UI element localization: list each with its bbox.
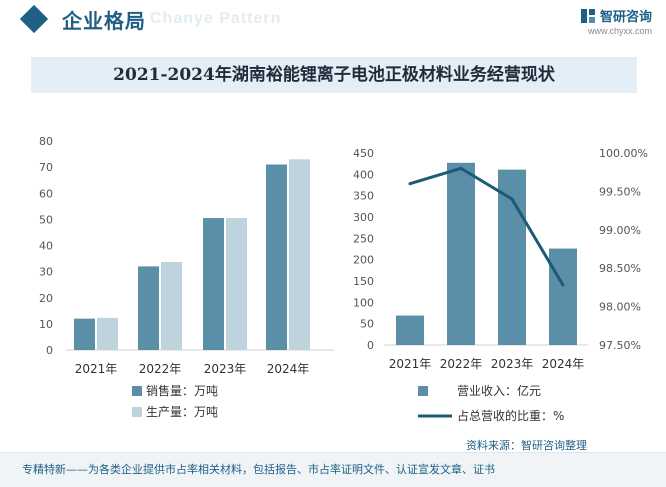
right-ytick-right-5: 100.00% bbox=[599, 147, 648, 160]
right-ytick-left-8: 400 bbox=[353, 168, 374, 181]
legend-label-revenue: 营业收入：亿元 bbox=[457, 383, 541, 398]
left-bar-production-2 bbox=[226, 218, 247, 350]
title-band: 2021-2024年湖南裕能锂离子电池正极材料业务经营现状 bbox=[31, 57, 637, 93]
left-xtick-3: 2024年 bbox=[267, 362, 310, 376]
right-ytick-right-0: 97.50% bbox=[599, 339, 641, 352]
section-ghost-text: Chanye Pattern bbox=[150, 10, 282, 27]
left-ytick-2: 20 bbox=[39, 292, 53, 305]
right-line-point-2 bbox=[510, 197, 514, 201]
source-note: 资料来源：智研咨询整理 bbox=[466, 439, 587, 452]
right-line-point-3 bbox=[561, 283, 565, 287]
left-ytick-1: 10 bbox=[39, 318, 53, 331]
right-ytick-left-7: 350 bbox=[353, 190, 374, 203]
right-ytick-left-2: 100 bbox=[353, 296, 374, 309]
right-ytick-right-2: 98.50% bbox=[599, 262, 641, 275]
right-ytick-right-4: 99.50% bbox=[599, 185, 641, 198]
left-bar-production-0 bbox=[97, 317, 118, 350]
left-ytick-6: 60 bbox=[39, 187, 53, 200]
right-ytick-left-1: 50 bbox=[360, 318, 374, 331]
right-bar-revenue-3 bbox=[549, 248, 577, 345]
footer-text: 专精特新——为各类企业提供市占率相关材料，包括报告、市占率证明文件、认证宣发文章… bbox=[22, 463, 495, 476]
legend-label-sales: 销售量：万吨 bbox=[146, 383, 218, 398]
left-ytick-8: 80 bbox=[39, 135, 53, 148]
left-xtick-1: 2022年 bbox=[139, 362, 182, 376]
left-xtick-2: 2023年 bbox=[204, 362, 247, 376]
right-xtick-1: 2022年 bbox=[440, 357, 483, 371]
left-ytick-0: 0 bbox=[46, 344, 53, 357]
right-ytick-left-0: 0 bbox=[367, 339, 374, 352]
legend-label-production: 生产量：万吨 bbox=[146, 405, 218, 419]
right-ytick-left-5: 250 bbox=[353, 232, 374, 245]
right-ytick-left-9: 450 bbox=[353, 147, 374, 160]
left-ytick-5: 50 bbox=[39, 213, 53, 226]
left-bar-production-1 bbox=[161, 261, 182, 350]
legend-swatch-sales bbox=[132, 386, 142, 396]
left-bar-sales-1 bbox=[138, 266, 159, 350]
brand: 智研咨询 www.chyxx.com bbox=[580, 6, 652, 36]
left-ytick-3: 30 bbox=[39, 266, 53, 279]
section-title: 企业格局 bbox=[62, 9, 146, 33]
right-ytick-left-4: 200 bbox=[353, 254, 374, 267]
right-xtick-0: 2021年 bbox=[389, 357, 432, 371]
right-bar-revenue-2 bbox=[498, 169, 526, 345]
right-xtick-3: 2024年 bbox=[542, 357, 585, 371]
legend-swatch-production bbox=[132, 407, 142, 417]
right-ytick-left-6: 300 bbox=[353, 211, 374, 224]
brand-logo-icon bbox=[580, 8, 595, 23]
left-ytick-4: 40 bbox=[39, 240, 53, 253]
right-line-share bbox=[409, 166, 565, 286]
header: 企业格局 Chanye Pattern 智研咨询 www.chyxx.com bbox=[0, 0, 666, 44]
left-bar-production-3 bbox=[289, 159, 310, 350]
footer: 专精特新——为各类企业提供市占率相关材料，包括报告、市占率证明文件、认证宣发文章… bbox=[0, 452, 666, 487]
legend-label-share: 占总营收的比重：% bbox=[457, 408, 564, 423]
right-ytick-left-3: 150 bbox=[353, 275, 374, 288]
left-ytick-7: 70 bbox=[39, 161, 53, 174]
left-bar-sales-0 bbox=[74, 318, 95, 350]
right-line-point-0 bbox=[408, 182, 412, 186]
right-ytick-right-1: 98.00% bbox=[599, 301, 641, 314]
left-xtick-0: 2021年 bbox=[75, 362, 118, 376]
brand-url: www.chyxx.com bbox=[587, 26, 652, 36]
left-bar-sales-2 bbox=[203, 218, 224, 350]
right-ytick-right-3: 99.00% bbox=[599, 224, 641, 237]
right-bar-revenue-0 bbox=[396, 315, 424, 345]
right-xtick-2: 2023年 bbox=[491, 357, 534, 371]
brand-name: 智研咨询 bbox=[599, 10, 652, 25]
left-bar-sales-3 bbox=[266, 164, 287, 350]
right-line-point-1 bbox=[459, 166, 463, 170]
legend-swatch-revenue bbox=[418, 386, 428, 396]
chart-title: 2021-2024年湖南裕能锂离子电池正极材料业务经营现状 bbox=[113, 65, 555, 85]
right-bar-revenue-1 bbox=[447, 162, 475, 345]
